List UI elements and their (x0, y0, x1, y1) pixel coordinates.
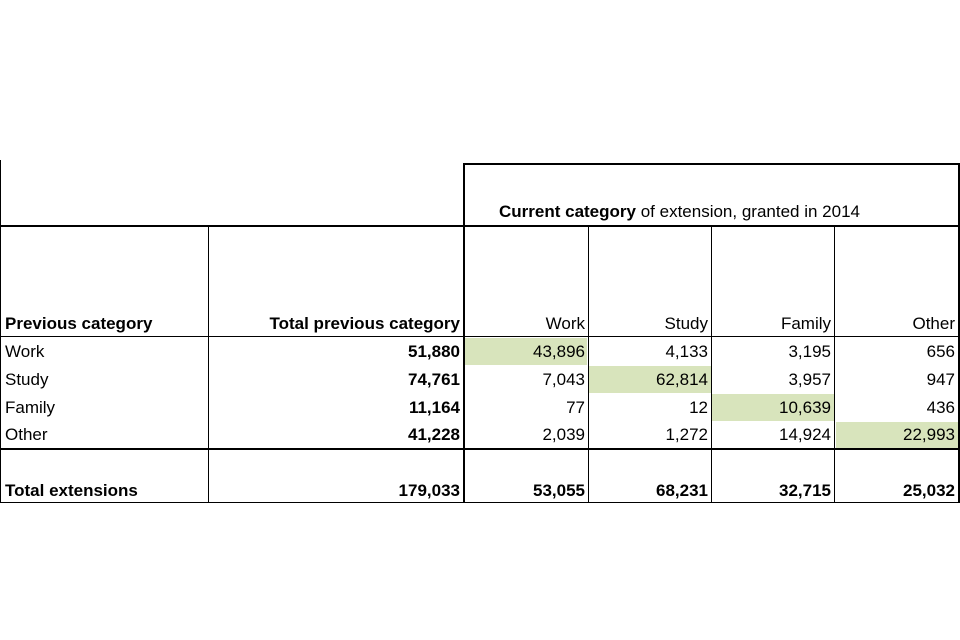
left-border (0, 160, 1, 503)
totals-study: 68,231 (656, 481, 708, 500)
table-bottom-border (0, 502, 960, 503)
row-label-work: Work (5, 342, 45, 361)
col-divider-3 (588, 225, 589, 503)
header-current-other: Other (912, 314, 955, 333)
cell-other-family: 14,924 (779, 425, 831, 444)
highlight-study-study (589, 366, 711, 393)
super-header-rest: of extension, granted in 2014 (635, 202, 860, 221)
cell-work-other: 656 (926, 342, 955, 361)
row-total-other: 41,228 (408, 425, 460, 444)
super-header-top-border (463, 163, 960, 165)
cell-work-study: 4,133 (665, 342, 708, 361)
cell-study-work: 7,043 (542, 370, 585, 389)
row-total-work: 51,880 (408, 342, 460, 361)
totals-work: 53,055 (533, 481, 585, 500)
header-previous-category: Previous category (5, 314, 153, 333)
totals-other: 25,032 (903, 481, 955, 500)
totals-total: 179,033 (398, 481, 460, 500)
row-total-family: 11,164 (408, 398, 460, 417)
header-current-work: Work (545, 314, 585, 333)
cell-family-study: 12 (689, 398, 708, 417)
cell-study-family: 3,957 (788, 370, 831, 389)
row-label-other: Other (5, 425, 48, 444)
header-total-previous: Total previous category (269, 314, 460, 333)
cell-family-work: 77 (566, 398, 585, 417)
cell-other-study: 1,272 (665, 425, 708, 444)
col-divider-5 (834, 225, 835, 503)
highlight-other-other (836, 422, 958, 448)
highlight-family-family (712, 394, 834, 421)
cell-family-family: 10,639 (779, 398, 831, 417)
cell-study-study: 62,814 (656, 370, 708, 389)
cell-other-other: 22,993 (903, 425, 955, 444)
totals-family: 32,715 (779, 481, 831, 500)
totals-top-border (0, 448, 960, 450)
row-label-family: Family (5, 398, 56, 417)
col-divider-4 (711, 225, 712, 503)
cell-study-other: 947 (926, 370, 955, 389)
highlight-work-work (465, 338, 587, 365)
header-current-study: Study (664, 314, 708, 333)
header-bottom-border (0, 336, 960, 337)
header-top-border (0, 225, 960, 227)
row-total-study: 74,761 (408, 370, 460, 389)
super-header-left-border (463, 163, 465, 503)
col-divider-1 (208, 225, 209, 503)
cell-family-other: 436 (926, 398, 955, 417)
totals-label: Total extensions (5, 481, 138, 500)
super-header: Current category of extension, granted i… (499, 202, 860, 222)
header-current-family: Family (780, 314, 831, 333)
super-header-bold: Current category (499, 202, 636, 221)
cell-work-family: 3,195 (788, 342, 831, 361)
row-label-study: Study (5, 370, 49, 389)
cell-other-work: 2,039 (542, 425, 585, 444)
right-border (958, 163, 960, 503)
cell-work-work: 43,896 (533, 342, 585, 361)
